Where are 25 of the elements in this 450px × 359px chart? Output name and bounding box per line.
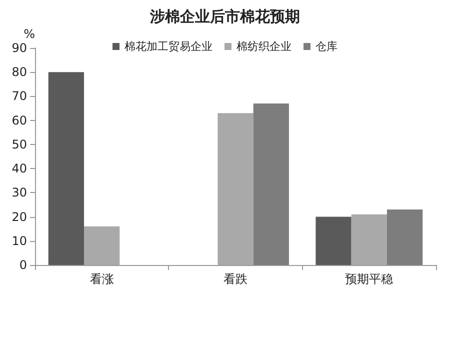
- y-tick-label: 0: [19, 258, 27, 272]
- y-axis-title: %: [24, 27, 35, 41]
- y-tick-label: 90: [12, 41, 27, 55]
- bar: [386, 210, 423, 265]
- legend-label: 棉花加工贸易企业: [124, 40, 212, 53]
- y-tick-label: 40: [12, 162, 27, 176]
- bar: [316, 216, 352, 265]
- y-tick-label: 10: [12, 234, 27, 248]
- x-tick-label: 看涨: [90, 272, 114, 286]
- y-tick-label: 60: [12, 113, 27, 128]
- bar: [253, 103, 289, 265]
- legend-label: 棉纺织企业: [236, 40, 292, 53]
- bar: [84, 226, 120, 265]
- y-tick-label: 50: [12, 137, 27, 152]
- x-tick-label: 看跌: [224, 272, 248, 286]
- bar: [48, 72, 84, 265]
- bar: [218, 113, 254, 265]
- bar: [351, 214, 387, 265]
- y-tick-label: 80: [12, 65, 27, 80]
- x-tick-label: 预期平稳: [345, 272, 394, 286]
- chart-title: 涉棉企业后市棉花预期: [149, 8, 300, 26]
- y-tick-label: 30: [12, 186, 27, 200]
- y-tick-label: 20: [12, 210, 27, 224]
- legend-label: 仓库: [316, 40, 338, 53]
- y-tick-label: 70: [12, 89, 27, 104]
